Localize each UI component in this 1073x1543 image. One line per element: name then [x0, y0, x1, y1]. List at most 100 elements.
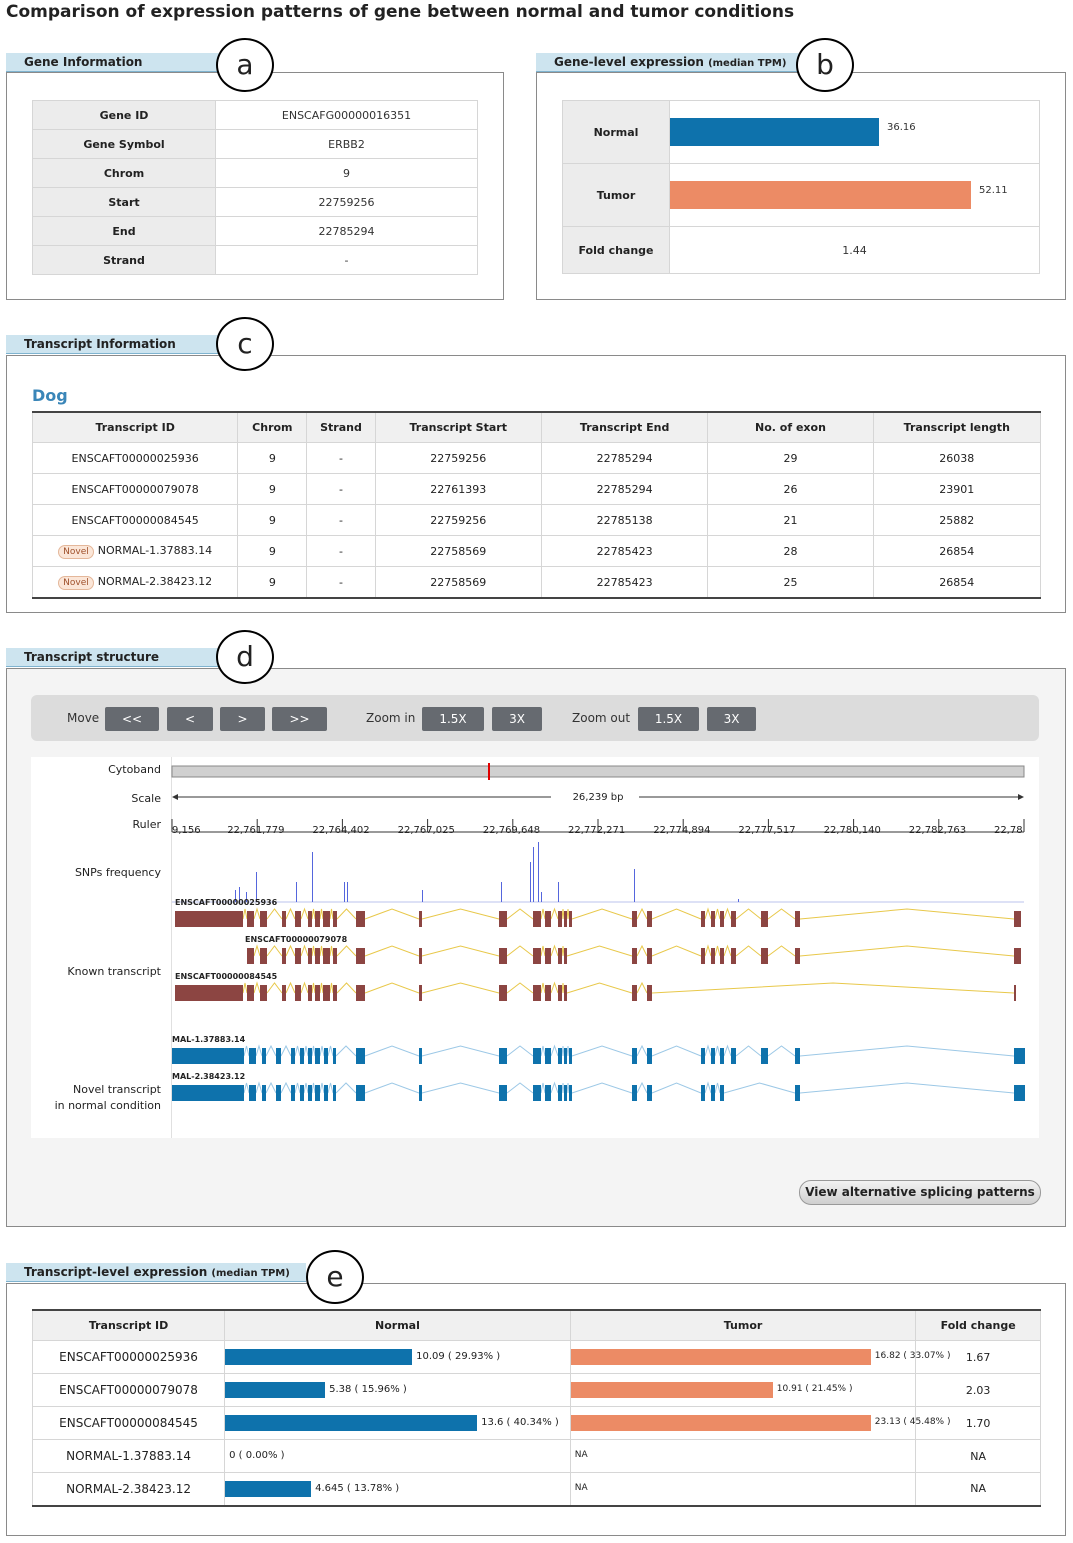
- transcript-start-cell: 22759256: [374, 504, 542, 536]
- transcript-id: ENSCAFT00000079078: [71, 482, 199, 496]
- transcript-exons-cell: 25: [707, 566, 874, 599]
- known-transcript-intron: [714, 945, 721, 957]
- scale-label: Scale: [131, 792, 161, 805]
- zoom-out-3x-button[interactable]: 3X: [707, 707, 756, 731]
- tumor-value: 52.11: [979, 185, 1008, 196]
- known-transcript-exon: [711, 948, 715, 964]
- transcript-strand-cell: -: [306, 504, 376, 536]
- transcript-info-row: ENSCAFT00000025936 9-22759256 22785294 29 26…: [31, 442, 1042, 474]
- known-transcript-intron: [540, 982, 546, 994]
- novel-transcript-exon: [569, 1048, 572, 1064]
- novel-transcript-intron: [704, 1081, 712, 1094]
- normal-value: 13.6 ( 40.34% ): [481, 1417, 559, 1428]
- known-transcript-exon: [720, 911, 724, 927]
- novel-transcript-intron: [319, 1045, 325, 1057]
- transcript-expression-row: ENSCAFT00000025936 10.09 ( 29.93% ) 16.82 …: [31, 1340, 1041, 1374]
- known-transcript-exon: [761, 911, 768, 927]
- novel-transcript-intron: [566, 1045, 570, 1057]
- transcript-start-cell: 22761393: [374, 473, 542, 505]
- known-transcript-intron: [714, 908, 721, 920]
- known-transcript-intron: [571, 908, 633, 920]
- novel-transcript-intron: [421, 1045, 500, 1057]
- track-canvas[interactable]: 26,239 bp 9,156 22,761,779 22,764,402 22,767…: [31, 757, 1039, 1138]
- transcript-expression-tab-label: Transcript-level expression: [24, 1265, 208, 1279]
- known-transcript-intron: [799, 908, 1015, 920]
- transcript-id: ENSCAFT00000079078: [31, 1373, 226, 1407]
- move-right-button[interactable]: >: [220, 707, 265, 731]
- transcript-length-cell: 26854: [872, 566, 1042, 599]
- gene-info-row: Gene ID ENSCAFG00000016351: [32, 100, 478, 130]
- snp-bar: [312, 852, 313, 902]
- gene-expression-tab-unit: (median TPM): [708, 58, 787, 69]
- transcript-expression-row: NORMAL-1.37883.14 0 ( 0.00% ) NA NA: [31, 1439, 1041, 1473]
- normal-bar-cell: 5.38 ( 15.96% ): [224, 1373, 571, 1407]
- known-transcript-exon: [247, 985, 254, 1001]
- transcript-expression-table: Transcript ID Normal Tumor Fold change ENSC…: [31, 1309, 1041, 1507]
- novel-transcript-intron: [540, 1045, 546, 1057]
- move-far-right-button[interactable]: >>: [272, 707, 327, 731]
- transcript-info-row: ENSCAFT00000079078 9-22761393 22785294 26 23…: [31, 473, 1042, 505]
- tumor-value: NA: [574, 1483, 588, 1493]
- known-transcript-exon: [647, 948, 652, 964]
- view-alternative-splicing-button[interactable]: View alternative splicing patterns: [799, 1180, 1041, 1205]
- known-transcript-exon: [647, 911, 652, 927]
- novel-transcript-intron: [636, 1081, 648, 1094]
- novel-transcript-exon: [315, 1048, 320, 1064]
- known-transcript-intron: [566, 982, 633, 994]
- zoom-in-3x-button[interactable]: 3X: [492, 707, 542, 731]
- known-transcript-exon: [647, 985, 652, 1001]
- novel-transcript-intron: [294, 1082, 301, 1094]
- transcript-strand-cell: -: [306, 566, 376, 599]
- novel-transcript-exon: [632, 1085, 637, 1101]
- known-transcript-exon: [795, 911, 800, 927]
- novel-transcript-intron: [265, 1081, 277, 1094]
- scale-arrow-right: [1018, 794, 1024, 800]
- move-left-button[interactable]: <: [167, 707, 213, 731]
- transcript-id-cell: ENSCAFT00000079078: [31, 473, 239, 505]
- known-transcript-exon: [308, 985, 312, 1001]
- zoom-in-1-5x-button[interactable]: 1.5X: [422, 707, 484, 731]
- novel-transcript-exon: [564, 1085, 567, 1101]
- transcript-expression-header: Normal: [224, 1309, 571, 1341]
- known-transcript-intron: [336, 908, 357, 920]
- gene-expression-tab[interactable]: Gene-level expression (median TPM): [536, 53, 800, 72]
- novel-transcript-intron: [311, 1045, 316, 1057]
- known-transcript-intron: [300, 981, 309, 994]
- move-label: Move: [67, 711, 100, 725]
- known-transcript-exon: [545, 948, 551, 964]
- known-transcript-intron: [266, 908, 283, 920]
- known-transcript-exon: [260, 911, 267, 927]
- transcript-structure-tab[interactable]: Transcript structure: [6, 648, 220, 667]
- known-transcript-exon: [731, 911, 736, 927]
- cytoband-marker: [488, 763, 490, 780]
- zoom-out-1-5x-button[interactable]: 1.5X: [638, 707, 699, 731]
- known-transcript-exon: [295, 948, 301, 964]
- fold-change-label: Fold change: [562, 226, 670, 274]
- known-transcript-intron: [550, 907, 559, 920]
- known-transcript-intron: [285, 944, 296, 957]
- transcript-track-label: MAL-2.38423.12: [172, 1072, 245, 1081]
- transcript-expression-header: Fold change: [915, 1309, 1041, 1341]
- transcript-id-cell: ENSCAFT00000084545: [31, 504, 239, 536]
- transcript-info-panel: Dog Transcript ID Chrom Strand Transcript S…: [6, 355, 1066, 613]
- move-far-left-button[interactable]: <<: [105, 707, 159, 731]
- gene-info-value: -: [215, 245, 478, 275]
- panel-letter-c: c: [216, 317, 274, 371]
- normal-bar: [225, 1382, 326, 1398]
- transcript-expression-tab[interactable]: Transcript-level expression (median TPM): [6, 1263, 306, 1282]
- scale-arrow-left: [172, 794, 178, 800]
- known-transcript-intron: [421, 982, 500, 994]
- transcript-info-tab[interactable]: Transcript Information: [6, 335, 220, 354]
- known-transcript-exon: [323, 948, 330, 964]
- transcript-track-label: ENSCAFT00000025936: [175, 898, 278, 907]
- known-transcript-exon: [499, 911, 507, 927]
- novel-transcript-exon: [333, 1048, 336, 1064]
- novel-transcript-exon: [632, 1048, 637, 1064]
- known-transcript-exon: [1014, 911, 1021, 927]
- gene-expression-panel: Normal 36.16 Tumor 52.11 Fold change 1.4…: [536, 72, 1066, 300]
- gene-info-tab[interactable]: Gene Information: [6, 53, 220, 72]
- known-transcript-exon: [761, 948, 768, 964]
- novel-transcript-exon: [333, 1085, 336, 1101]
- known-transcript-exon: [295, 911, 301, 927]
- tumor-bar-cell: 23.13 ( 45.48% ): [569, 1406, 950, 1440]
